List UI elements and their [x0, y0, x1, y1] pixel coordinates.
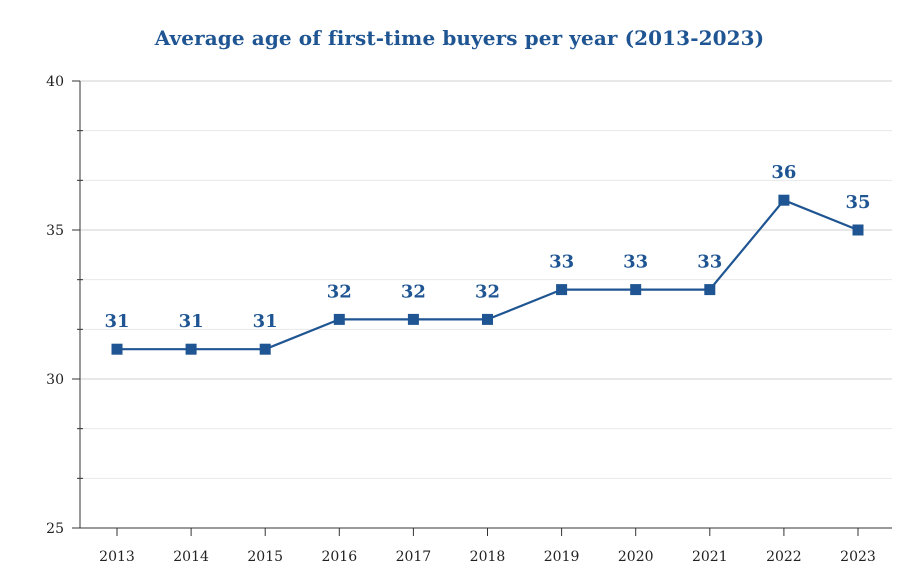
x-tick-label: 2018: [470, 549, 506, 565]
data-point-marker: [630, 284, 642, 296]
data-label: 33: [549, 252, 574, 273]
x-tick-label: 2021: [692, 549, 728, 565]
data-point-marker: [185, 343, 197, 355]
data-label: 32: [401, 281, 426, 302]
x-tick-label: 2022: [766, 549, 802, 565]
y-tick-label: 35: [46, 223, 64, 239]
data-point-marker: [259, 343, 271, 355]
data-point-marker: [333, 313, 345, 325]
y-tick-label: 25: [46, 521, 64, 537]
chart-title: Average age of first-time buyers per yea…: [154, 26, 765, 50]
x-tick-label: 2023: [840, 549, 876, 565]
data-label: 31: [253, 311, 278, 332]
data-label: 33: [697, 252, 722, 273]
y-tick-label: 30: [46, 372, 64, 388]
data-point-marker: [407, 313, 419, 325]
labels: 31 31 31 32 32 32 33 33 33 36 35: [104, 162, 870, 332]
data-label: 31: [104, 311, 129, 332]
series-line: [117, 199, 859, 351]
data-point-marker: [852, 224, 864, 236]
x-tick-label: 2014: [173, 549, 209, 565]
x-tick-label: 2020: [618, 549, 654, 565]
data-label: 35: [845, 192, 870, 213]
x-tick-label: 2015: [247, 549, 283, 565]
data-point-marker: [778, 194, 790, 206]
y-tick-label: 40: [46, 74, 64, 90]
data-label: 32: [327, 281, 352, 302]
grid-lines: [80, 80, 892, 479]
x-tick-label: 2016: [321, 549, 357, 565]
data-label: 32: [475, 281, 500, 302]
data-point-marker: [111, 343, 123, 355]
axes: 25 30 35 40 2013 2014 2015 2016 2017 2018 2019 2020…: [46, 74, 892, 565]
data-label: 36: [771, 162, 796, 183]
x-tick-label: 2019: [544, 549, 580, 565]
data-point-marker: [482, 313, 493, 325]
series: [111, 194, 864, 355]
data-point-marker: [556, 284, 568, 296]
data-label: 31: [179, 311, 204, 332]
x-tick-label: 2013: [99, 549, 135, 565]
x-tick-label: 2017: [396, 549, 432, 565]
data-label: 33: [623, 252, 648, 273]
data-point-marker: [704, 284, 716, 296]
